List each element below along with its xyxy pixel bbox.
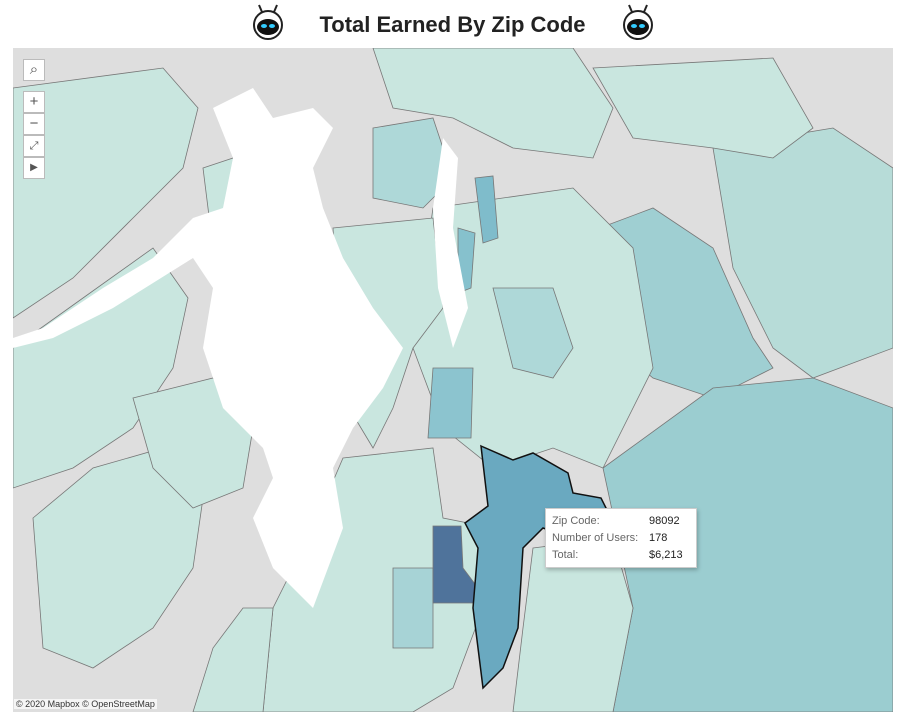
map-controls: ⌕ + − ⤢ ▶	[23, 59, 45, 179]
robot-icon	[623, 4, 653, 40]
robot-icon	[253, 4, 283, 40]
zip-areas	[13, 48, 893, 712]
tooltip-value: 98092	[649, 515, 680, 527]
tooltip-row: Number of Users: 178	[552, 530, 690, 547]
tooltip-label: Zip Code:	[552, 515, 600, 527]
water	[13, 88, 403, 608]
title-bar: Total Earned By Zip Code	[0, 0, 905, 46]
lake	[433, 138, 468, 348]
tooltip-row: Zip Code: 98092	[552, 513, 690, 530]
tooltip-value: $6,213	[649, 549, 683, 561]
tooltip-label: Number of Users:	[552, 532, 639, 544]
zoom-out-button[interactable]: −	[23, 113, 45, 135]
zoom-in-button[interactable]: +	[23, 91, 45, 113]
tooltip: Zip Code: 98092 Number of Users: 178 Total…	[545, 508, 697, 568]
title: Total Earned By Zip Code	[319, 12, 586, 37]
attribution[interactable]: © 2020 Mapbox © OpenStreetMap	[14, 699, 157, 709]
search-button[interactable]: ⌕	[23, 59, 45, 81]
tooltip-value: 178	[649, 532, 668, 544]
map[interactable]	[13, 48, 893, 712]
tooltip-label: Total:	[552, 549, 579, 561]
title-icons	[253, 4, 653, 40]
reset-button[interactable]: ⤢	[23, 135, 45, 157]
expand-button[interactable]: ▶	[23, 157, 45, 179]
tooltip-row: Total: $6,213	[552, 547, 690, 564]
